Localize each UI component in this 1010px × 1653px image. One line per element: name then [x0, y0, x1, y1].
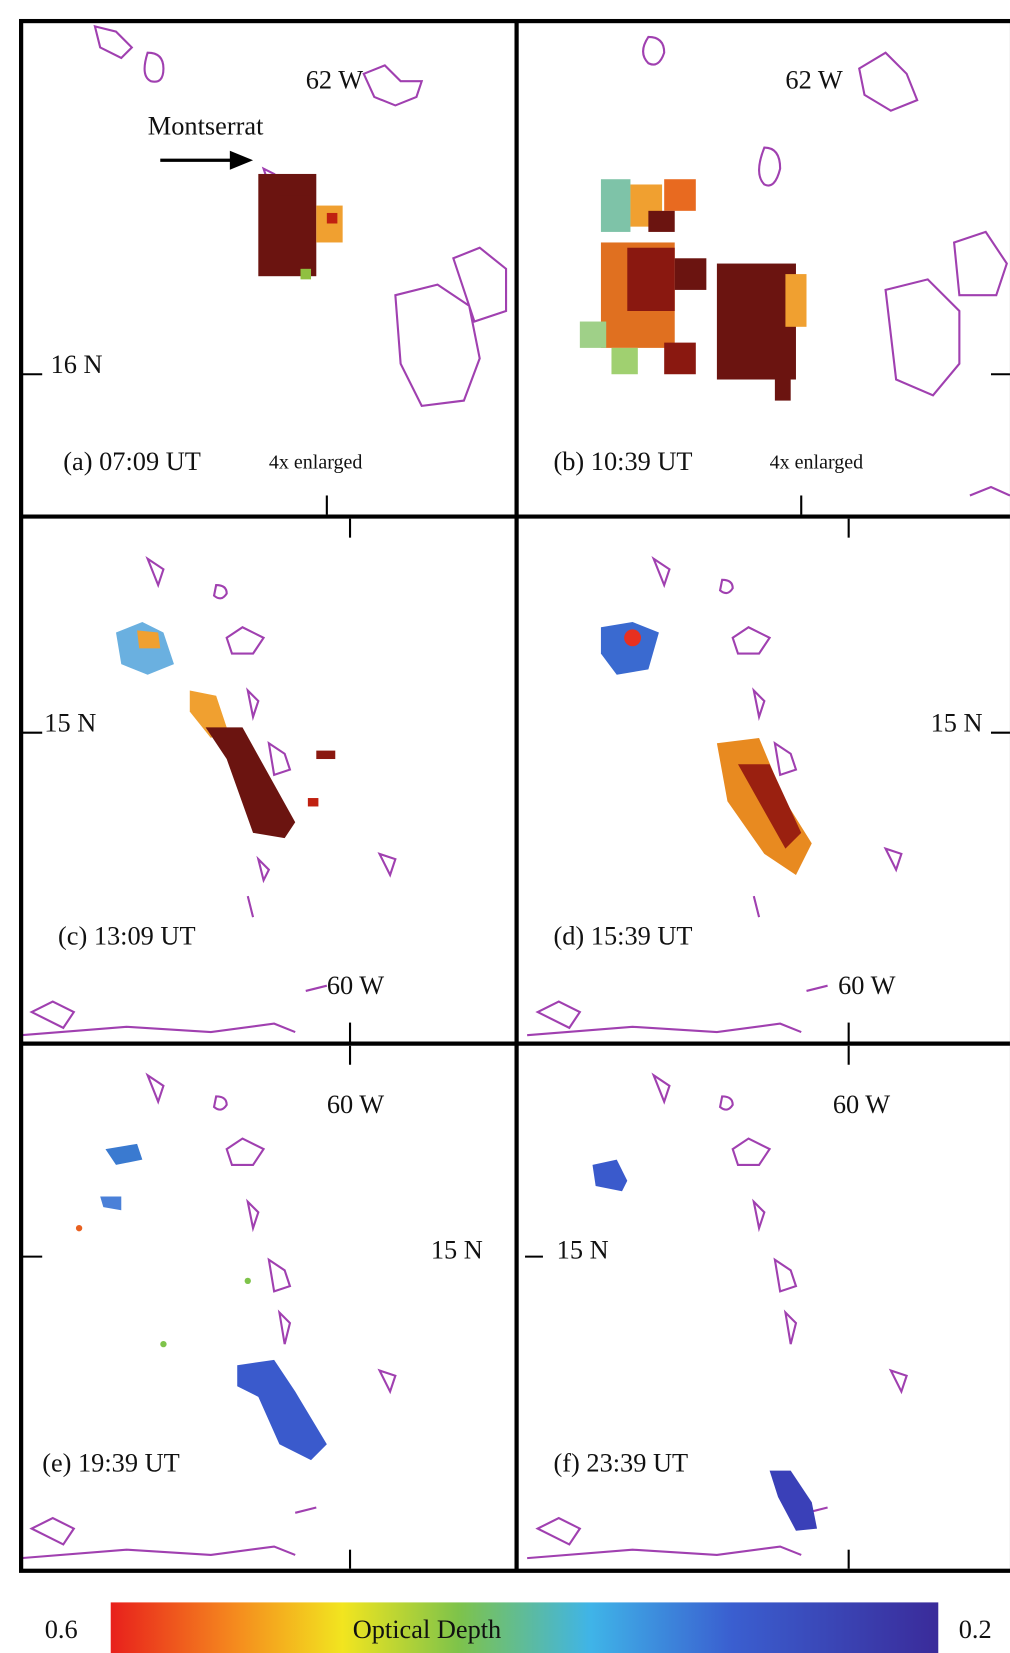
plume: [624, 629, 641, 646]
plume: [316, 751, 335, 759]
plume: [160, 1341, 166, 1347]
coastline: [527, 559, 901, 1036]
colorbar: [111, 1602, 939, 1653]
colorbar-title: Optical Depth: [353, 1615, 502, 1644]
plume: [648, 211, 674, 232]
coastline: [527, 1075, 907, 1558]
note: 4x enlarged: [269, 451, 363, 473]
plume: [611, 348, 637, 374]
panel-d: 15 N (d) 15:39 UT 60 W: [527, 519, 1010, 1042]
lon-label: 60 W: [833, 1090, 890, 1119]
panel-b: 62 W (b) 10:39 UT 4x enlarged: [553, 37, 1009, 515]
caption: (b) 10:39 UT: [553, 447, 692, 476]
plume: [327, 213, 338, 224]
caption: (a) 07:09 UT: [63, 447, 201, 476]
lat-label: 15 N: [931, 708, 983, 737]
plume: [300, 269, 311, 280]
caption: (f) 23:39 UT: [553, 1448, 688, 1477]
plume: [675, 258, 707, 290]
lon-label: 62 W: [306, 65, 363, 94]
plume: [775, 374, 791, 400]
lon-label: 62 W: [785, 65, 842, 94]
plume: [785, 274, 806, 327]
lat-label: 16 N: [51, 350, 103, 379]
colorbar-min: 0.6: [45, 1615, 78, 1644]
plume: [237, 1360, 327, 1460]
plume: [137, 630, 160, 648]
plume: [601, 179, 631, 232]
panel-c: 15 N (c) 13:09 UT 60 W: [21, 519, 395, 1042]
lat-label: 15 N: [557, 1235, 609, 1264]
place-label: Montserrat: [148, 112, 264, 141]
caption: (e) 19:39 UT: [42, 1448, 180, 1477]
page: {"panels": [ {"caption": "(a) 07:09 UT",…: [0, 0, 1010, 1653]
note: 4x enlarged: [770, 451, 864, 473]
plume: [770, 1471, 817, 1531]
lon-label: 60 W: [327, 1090, 384, 1119]
plume: [664, 179, 696, 211]
caption: (c) 13:09 UT: [58, 921, 196, 950]
lon-label: 60 W: [327, 971, 384, 1000]
plume: [316, 206, 342, 243]
plume: [105, 1144, 142, 1165]
lat-label: 15 N: [44, 708, 96, 737]
plume: [308, 798, 319, 806]
arrowhead: [230, 151, 253, 170]
lat-label: 15 N: [431, 1235, 483, 1264]
panel-f: 60 W 15 N (f) 23:39 UT: [525, 1046, 907, 1569]
plume: [664, 343, 696, 375]
plume: [580, 322, 606, 348]
colorbar-max: 0.2: [959, 1615, 992, 1644]
panel-a: Montserrat 62 W 16 N (a) 07:09 UT 4x enl…: [21, 26, 506, 514]
plume: [279, 179, 311, 195]
plume: [592, 1160, 627, 1192]
plume: [76, 1225, 82, 1231]
plume: [717, 264, 796, 380]
coastline: [21, 1075, 395, 1558]
plume: [245, 1278, 251, 1284]
lon-label: 60 W: [838, 971, 895, 1000]
figure: Montserrat 62 W 16 N (a) 07:09 UT 4x enl…: [0, 0, 1010, 1653]
caption: (d) 15:39 UT: [553, 921, 692, 950]
panel-e: 60 W 15 N (e) 19:39 UT: [21, 1046, 483, 1569]
coastline: [21, 559, 395, 1036]
plume: [206, 727, 296, 838]
plume: [100, 1197, 121, 1211]
plume: [627, 248, 674, 311]
